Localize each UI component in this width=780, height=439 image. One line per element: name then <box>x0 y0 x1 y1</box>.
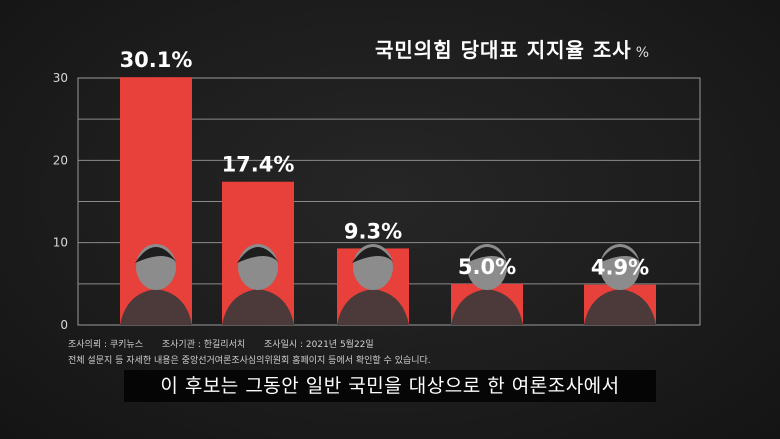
portrait-shoulders <box>120 289 192 325</box>
portrait-shoulders <box>222 289 294 325</box>
y-tick-label: 30 <box>53 71 68 85</box>
data-label: 9.3% <box>344 219 402 243</box>
chart-title: 국민의힘 당대표 지지율 조사% <box>375 38 651 62</box>
data-label: 5.0% <box>458 255 516 279</box>
portrait-hair <box>352 247 394 263</box>
data-label: 17.4% <box>222 153 295 177</box>
subtitle-text: 이 후보는 그동안 일반 국민을 대상으로 한 여론조사에서 <box>160 375 620 397</box>
portrait-shoulders <box>451 289 523 325</box>
subtitle-caption: 이 후보는 그동안 일반 국민을 대상으로 한 여론조사에서 <box>124 370 656 402</box>
survey-source: 조사의뢰 : 쿠키뉴스 조사기관 : 한길리서치 조사일시 : 2021년 5월… <box>68 337 390 350</box>
survey-client: 조사의뢰 : 쿠키뉴스 <box>68 340 143 350</box>
portrait-hair <box>599 247 641 263</box>
y-tick-label: 10 <box>53 236 68 250</box>
survey-agency: 조사기관 : 한길리서치 <box>161 340 246 350</box>
portrait-hair <box>466 247 508 263</box>
portrait-hair <box>237 247 279 263</box>
portrait-shoulders <box>337 289 409 325</box>
portrait-shoulders <box>584 289 656 325</box>
survey-date: 조사일시 : 2021년 5월22일 <box>264 340 374 350</box>
unit-label: % <box>635 45 651 61</box>
survey-note: 전체 설문지 등 자세한 내용은 중앙선거여론조사심의위원회 홈페이지 등에서 … <box>68 356 431 366</box>
portrait-hair <box>135 247 177 263</box>
y-tick-label: 0 <box>60 318 68 332</box>
y-tick-label: 20 <box>53 153 68 167</box>
data-label: 4.9% <box>591 256 649 280</box>
data-label: 30.1% <box>120 48 193 72</box>
